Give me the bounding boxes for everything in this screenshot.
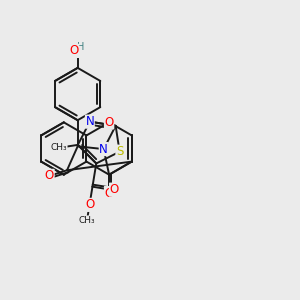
Text: N: N bbox=[99, 142, 108, 156]
Text: O: O bbox=[45, 169, 54, 182]
Text: O: O bbox=[104, 116, 114, 129]
Text: O: O bbox=[104, 187, 114, 200]
Text: O: O bbox=[70, 44, 79, 57]
Text: S: S bbox=[116, 145, 123, 158]
Text: O: O bbox=[85, 198, 94, 212]
Text: O: O bbox=[110, 183, 119, 196]
Text: H: H bbox=[77, 42, 84, 52]
Text: CH₃: CH₃ bbox=[50, 143, 67, 152]
Text: CH₃: CH₃ bbox=[78, 216, 95, 225]
Text: N: N bbox=[85, 115, 94, 128]
